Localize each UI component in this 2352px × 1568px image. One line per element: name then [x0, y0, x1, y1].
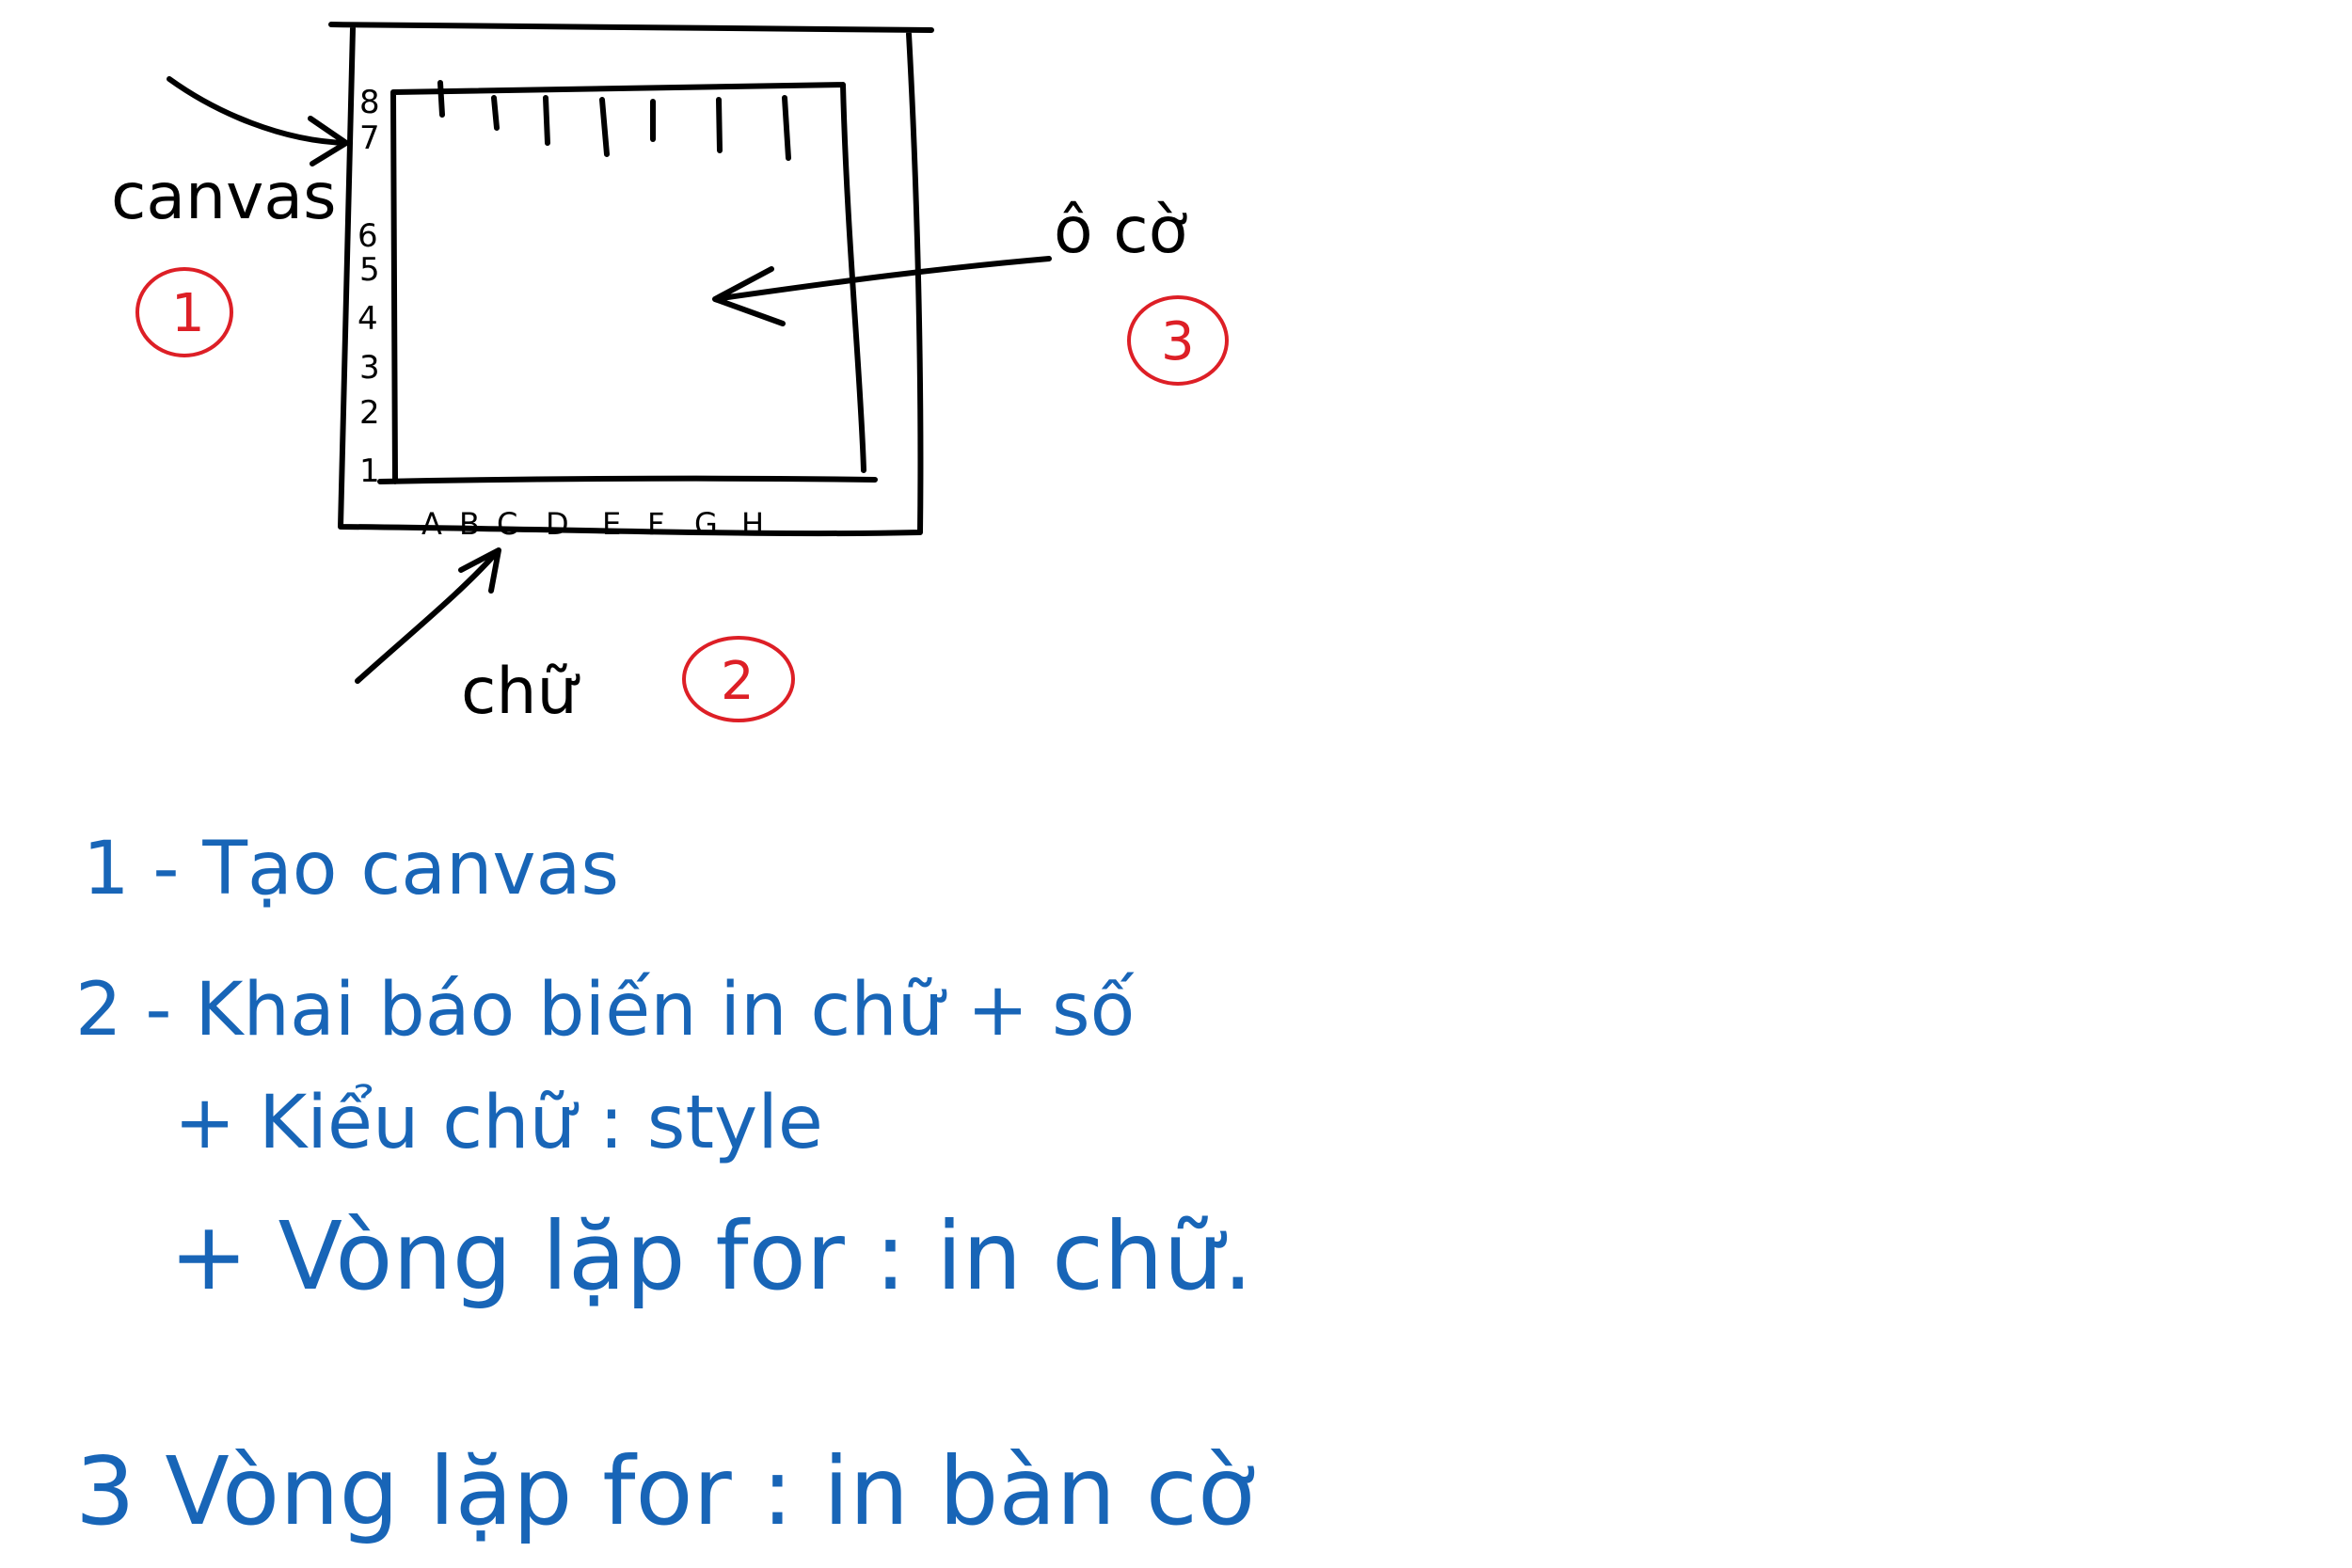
- note-line: + Kiểu chữ : style: [174, 1081, 823, 1165]
- row-labels: 8 7 6 5 4 3 2 1: [358, 84, 380, 490]
- badge-number: 2: [721, 651, 755, 712]
- row-label: 1: [359, 452, 380, 490]
- note-line: 2 - Khai báo biến in chữ + số: [75, 968, 1135, 1053]
- col-label: E: [602, 506, 621, 542]
- col-label: D: [546, 506, 569, 542]
- top-ticks: [437, 80, 791, 161]
- col-label: A: [421, 506, 442, 542]
- row-label: 2: [359, 394, 380, 432]
- chu-arrow: [355, 547, 501, 684]
- note-line: 3 Vòng lặp for : in bàn cờ: [75, 1436, 1255, 1546]
- col-label: B: [459, 506, 480, 542]
- o-co-label: ô cờ: [1054, 194, 1187, 268]
- notes: 1 - Tạo canvas 2 - Khai báo biến in chữ …: [75, 827, 1255, 1546]
- canvas-label: canvas: [111, 160, 337, 234]
- row-label: 3: [359, 349, 380, 387]
- inner-board: [377, 82, 878, 484]
- chu-label: chữ: [461, 655, 580, 729]
- col-label: C: [497, 506, 517, 542]
- outer-frame: [328, 22, 934, 537]
- column-labels: A B C D E F G H: [421, 506, 764, 542]
- row-label: 4: [358, 300, 378, 338]
- callout-badge-3: 3: [1127, 295, 1229, 386]
- note-line: + Vòng lặp for : in chữ.: [169, 1201, 1253, 1311]
- row-label: 8: [359, 84, 380, 121]
- badge-number: 3: [1161, 311, 1195, 372]
- o-co-arrow: [712, 256, 1052, 326]
- col-label: H: [741, 506, 764, 542]
- canvas-arrow: [167, 76, 349, 166]
- row-label: 6: [358, 217, 378, 255]
- col-label: G: [694, 506, 718, 542]
- badge-number: 1: [171, 283, 205, 344]
- note-line: 1 - Tạo canvas: [83, 827, 619, 911]
- callout-badge-1: 1: [135, 267, 233, 357]
- row-label: 5: [359, 251, 380, 289]
- row-label: 7: [359, 119, 380, 157]
- col-label: F: [647, 506, 664, 542]
- callout-badge-2: 2: [682, 636, 795, 722]
